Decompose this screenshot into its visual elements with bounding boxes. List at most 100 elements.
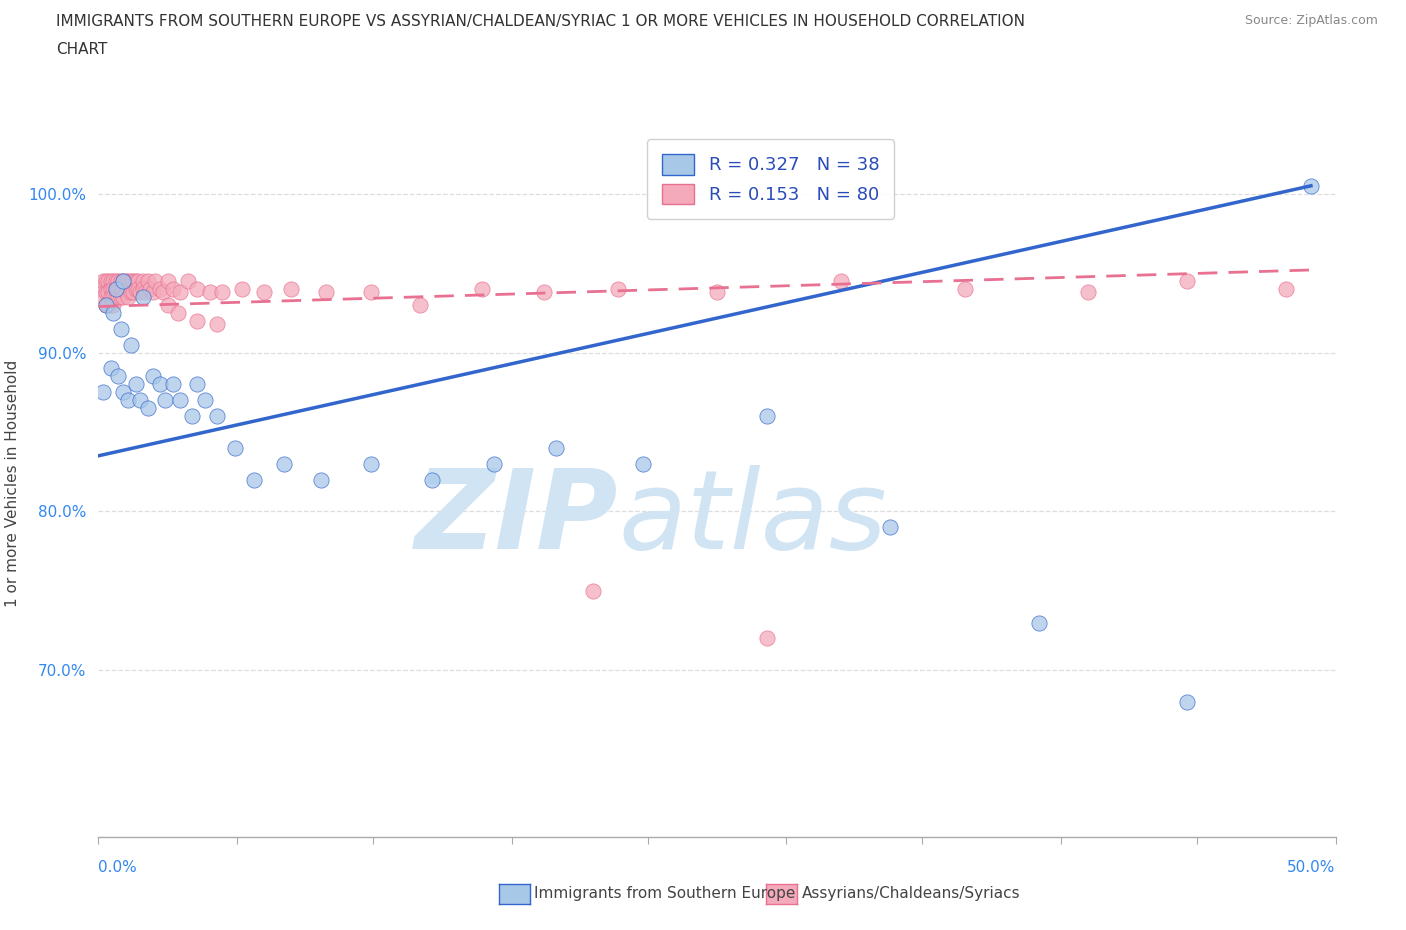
Point	[243, 472, 266, 487]
Point	[93, 289, 115, 304]
Point	[142, 285, 165, 299]
Point	[607, 282, 630, 297]
Point	[134, 285, 156, 299]
Point	[280, 282, 302, 297]
Text: IMMIGRANTS FROM SOUTHERN EUROPE VS ASSYRIAN/CHALDEAN/SYRIAC 1 OR MORE VEHICLES I: IMMIGRANTS FROM SOUTHERN EUROPE VS ASSYR…	[56, 14, 1025, 29]
Point	[104, 282, 127, 297]
Point	[127, 273, 149, 288]
Point	[546, 441, 568, 456]
Point	[120, 338, 142, 352]
Point	[205, 408, 228, 423]
Point	[224, 441, 246, 456]
Point	[112, 273, 135, 288]
Point	[94, 273, 117, 288]
Text: Assyrians/Chaldeans/Syriacs: Assyrians/Chaldeans/Syriacs	[801, 886, 1019, 901]
Point	[117, 273, 139, 288]
Point	[129, 392, 152, 407]
Point	[132, 289, 155, 304]
Point	[211, 285, 233, 299]
Point	[139, 282, 162, 297]
Text: 0.0%: 0.0%	[98, 860, 138, 875]
Point	[107, 282, 129, 297]
Point	[94, 285, 117, 299]
Point	[315, 285, 337, 299]
Point	[755, 631, 778, 646]
Point	[879, 520, 901, 535]
Point	[110, 321, 132, 336]
Point	[100, 273, 122, 288]
Point	[1028, 615, 1050, 630]
Point	[631, 457, 654, 472]
Point	[112, 385, 135, 400]
Point	[484, 457, 506, 472]
Point	[100, 289, 122, 304]
Point	[90, 282, 112, 297]
Text: 50.0%: 50.0%	[1288, 860, 1336, 875]
Y-axis label: 1 or more Vehicles in Household: 1 or more Vehicles in Household	[6, 360, 20, 607]
Point	[953, 282, 976, 297]
Point	[1175, 273, 1198, 288]
Point	[100, 361, 122, 376]
Point	[706, 285, 728, 299]
Point	[422, 472, 444, 487]
Point	[142, 369, 165, 384]
Point	[186, 313, 208, 328]
Point	[149, 282, 172, 297]
Point	[120, 273, 142, 288]
Point	[112, 273, 135, 288]
Point	[112, 282, 135, 297]
Point	[309, 472, 332, 487]
Point	[100, 298, 122, 312]
Text: Source: ZipAtlas.com: Source: ZipAtlas.com	[1244, 14, 1378, 27]
Point	[94, 298, 117, 312]
Point	[103, 289, 125, 304]
Point	[231, 282, 253, 297]
Point	[97, 273, 120, 288]
Point	[117, 289, 139, 304]
Point	[107, 289, 129, 304]
Point	[186, 282, 208, 297]
Point	[97, 285, 120, 299]
Point	[156, 298, 179, 312]
Point	[186, 377, 208, 392]
Point	[132, 273, 155, 288]
Point	[533, 285, 555, 299]
Point	[169, 285, 191, 299]
Point	[122, 273, 145, 288]
Point	[124, 282, 146, 297]
Point	[1175, 695, 1198, 710]
Point	[136, 401, 159, 416]
Point	[176, 273, 198, 288]
Point	[103, 273, 125, 288]
Point	[409, 298, 432, 312]
Point	[152, 285, 174, 299]
Point	[136, 273, 159, 288]
Point	[103, 282, 125, 297]
Point	[117, 282, 139, 297]
Point	[110, 273, 132, 288]
Point	[143, 273, 166, 288]
Point	[1077, 285, 1099, 299]
Legend: R = 0.327   N = 38, R = 0.153   N = 80: R = 0.327 N = 38, R = 0.153 N = 80	[647, 140, 894, 219]
Point	[360, 457, 382, 472]
Point	[755, 408, 778, 423]
Point	[129, 285, 152, 299]
Point	[127, 282, 149, 297]
Point	[120, 285, 142, 299]
Point	[93, 385, 115, 400]
Point	[124, 377, 146, 392]
Point	[110, 282, 132, 297]
Point	[273, 457, 295, 472]
Point	[110, 289, 132, 304]
Point	[100, 282, 122, 297]
Point	[198, 285, 221, 299]
Point	[149, 377, 172, 392]
Point	[205, 316, 228, 331]
Point	[132, 282, 155, 297]
Point	[169, 392, 191, 407]
Text: ZIP: ZIP	[415, 465, 619, 573]
Point	[166, 305, 188, 320]
Point	[1299, 179, 1322, 193]
Point	[104, 273, 127, 288]
Point	[104, 282, 127, 297]
